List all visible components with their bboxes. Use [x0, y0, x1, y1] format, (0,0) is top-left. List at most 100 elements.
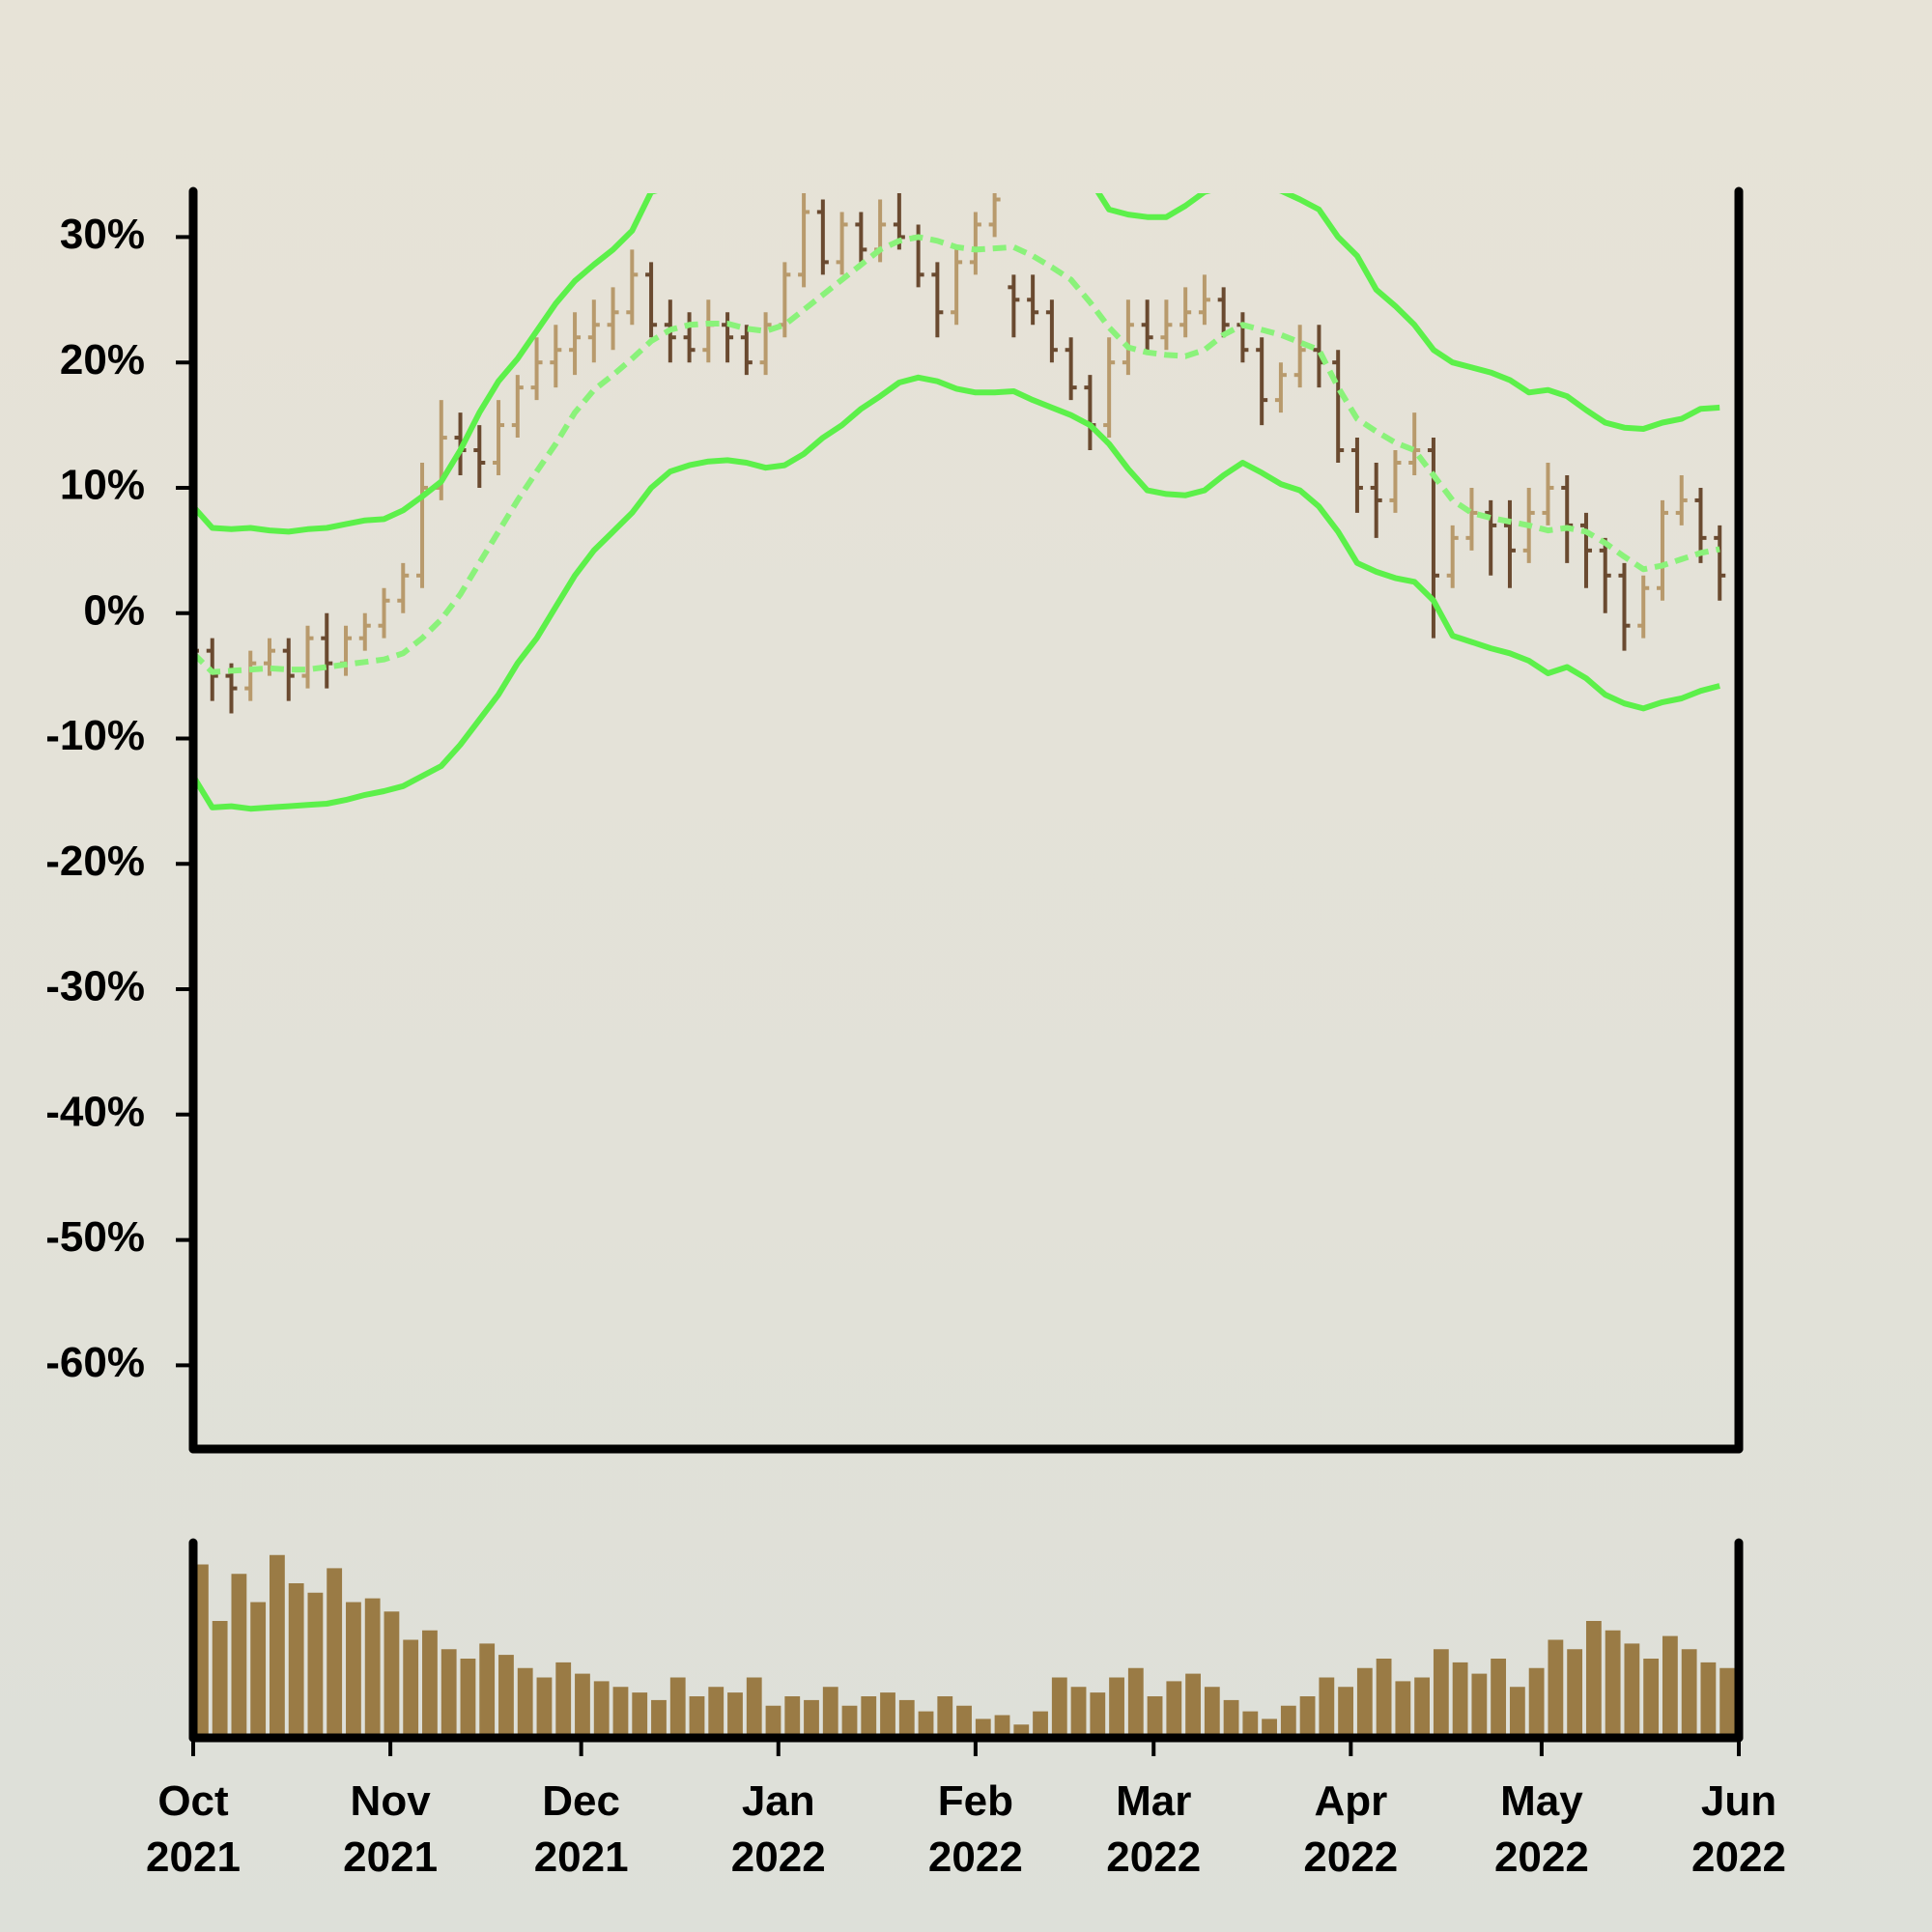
x-tick-label: May 2022 — [1493, 1777, 1589, 1881]
volume-bar — [1605, 1630, 1621, 1734]
x-tick-label: Dec 2021 — [533, 1777, 629, 1881]
volume-bar — [479, 1643, 496, 1734]
volume-bar — [994, 1715, 1010, 1734]
volume-bar — [804, 1699, 819, 1734]
volume-bar — [1051, 1677, 1067, 1734]
volume-bar — [440, 1649, 457, 1734]
volume-bar — [1242, 1711, 1259, 1734]
volume-bar — [1147, 1696, 1163, 1734]
volume-bar — [689, 1696, 705, 1734]
volume-bar — [1356, 1667, 1373, 1734]
volume-bar — [1090, 1692, 1106, 1734]
x-tick-label: Apr 2022 — [1303, 1777, 1399, 1881]
volume-bar — [1719, 1667, 1736, 1734]
volume-bar — [727, 1692, 743, 1734]
y-tick-label: -40% — [45, 1088, 145, 1135]
volume-bar — [250, 1602, 267, 1734]
volume-bar — [1567, 1649, 1583, 1734]
volume-bar — [1262, 1719, 1277, 1734]
volume-bar — [1013, 1724, 1030, 1734]
volume-panel — [193, 1554, 1736, 1734]
volume-bar — [1452, 1662, 1468, 1734]
volume-bar — [1319, 1677, 1335, 1734]
volume-bar — [1376, 1659, 1392, 1734]
volume-bar — [1548, 1639, 1564, 1734]
volume-bar — [861, 1696, 877, 1734]
volume-bar — [880, 1692, 895, 1734]
volume-bar — [975, 1719, 991, 1734]
volume-bar — [1491, 1659, 1507, 1734]
volume-bar — [1070, 1687, 1087, 1734]
volume-bar — [403, 1639, 419, 1734]
volume-bar — [307, 1592, 324, 1734]
y-tick-label: 0% — [83, 586, 145, 634]
x-tick-label: Jan 2022 — [730, 1777, 826, 1881]
volume-bar — [612, 1687, 629, 1734]
volume-bar — [1700, 1662, 1717, 1734]
volume-bar — [956, 1705, 972, 1734]
volume-bar — [1681, 1649, 1697, 1734]
volume-bar — [1204, 1687, 1220, 1734]
volume-bar — [555, 1662, 572, 1734]
plot-area — [193, 193, 1726, 812]
y-tick-label: -20% — [45, 838, 145, 885]
volume-bar — [1585, 1621, 1602, 1734]
volume-bar — [765, 1705, 781, 1734]
volume-bar — [1166, 1681, 1182, 1734]
volume-bar — [669, 1677, 686, 1734]
volume-bar — [632, 1692, 648, 1734]
volume-bar — [288, 1583, 304, 1734]
volume-bar — [498, 1655, 514, 1734]
volume-bar — [918, 1711, 934, 1734]
volume-bar — [822, 1687, 838, 1734]
volume-bar — [1033, 1711, 1048, 1734]
volume-bar — [1299, 1696, 1316, 1734]
volume-bar — [517, 1667, 533, 1734]
y-tick-label: -30% — [45, 963, 145, 1010]
volume-bar — [898, 1699, 915, 1734]
y-tick-label: 10% — [60, 462, 145, 509]
volume-bar — [1509, 1687, 1525, 1734]
volume-bar — [212, 1621, 228, 1734]
volume-bar — [1528, 1667, 1545, 1734]
y-tick-label: -50% — [45, 1213, 145, 1261]
volume-bar — [1338, 1687, 1353, 1734]
volume-bar — [536, 1677, 553, 1734]
volume-bar — [1414, 1677, 1430, 1734]
volume-bar — [784, 1696, 801, 1734]
axes: -60% -50% -40% -30% -20% -10% 0% 10% 20% 30% — [45, 186, 1744, 1756]
volume-bar — [1185, 1673, 1201, 1734]
volume-bar — [1127, 1667, 1144, 1734]
y-tick-label: 30% — [60, 211, 145, 258]
y-tick-label: -10% — [45, 712, 145, 759]
volume-bar — [270, 1554, 285, 1734]
band-middle — [193, 234, 1720, 675]
volume-bar — [1471, 1673, 1488, 1734]
volume-bar — [575, 1673, 590, 1734]
volume-bar — [327, 1568, 343, 1734]
volume-bar — [460, 1659, 476, 1734]
volume-bar — [384, 1611, 400, 1734]
volume-bar — [1662, 1635, 1678, 1734]
volume-bar — [1109, 1677, 1124, 1734]
volume-bar — [937, 1696, 953, 1734]
x-tick-label: Nov 2021 — [343, 1777, 439, 1881]
volume-bar — [364, 1598, 381, 1734]
volume-bar — [708, 1687, 724, 1734]
volume-bar — [1433, 1649, 1449, 1734]
volume-bar — [651, 1699, 667, 1734]
y-tick-label: 20% — [60, 336, 145, 384]
x-tick-label: Feb 2022 — [927, 1777, 1023, 1881]
band-line — [193, 193, 1720, 535]
x-tick-label: Oct 2021 — [146, 1777, 241, 1881]
volume-bar — [1643, 1659, 1660, 1734]
volume-bar — [746, 1677, 762, 1734]
volume-bar — [422, 1630, 438, 1734]
volume-bar — [1280, 1705, 1296, 1734]
volume-bar — [1395, 1681, 1411, 1734]
volume-bar — [841, 1705, 858, 1734]
volume-bar — [231, 1574, 247, 1734]
volume-bar — [1223, 1699, 1239, 1734]
